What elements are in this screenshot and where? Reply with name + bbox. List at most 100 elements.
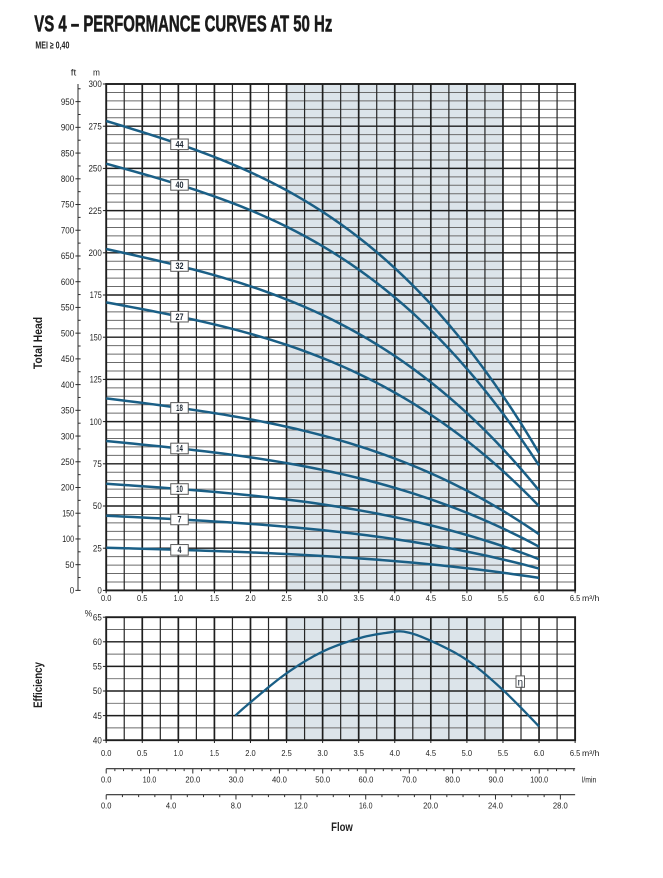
svg-text:3.0: 3.0 — [317, 748, 328, 758]
svg-text:200: 200 — [61, 483, 74, 493]
svg-text:6.5: 6.5 — [570, 748, 581, 758]
svg-text:0.5: 0.5 — [137, 748, 148, 758]
svg-text:275: 275 — [88, 121, 101, 131]
svg-text:12.0: 12.0 — [294, 801, 308, 811]
svg-text:550: 550 — [61, 303, 74, 313]
svg-text:3.0: 3.0 — [317, 593, 328, 603]
svg-text:7: 7 — [178, 515, 182, 525]
svg-text:80.0: 80.0 — [445, 774, 460, 784]
svg-text:65: 65 — [93, 612, 102, 622]
svg-text:10: 10 — [176, 484, 183, 494]
svg-text:50: 50 — [65, 560, 74, 570]
svg-text:6.0: 6.0 — [534, 748, 545, 758]
svg-text:2.5: 2.5 — [281, 593, 292, 603]
svg-text:%: % — [85, 609, 93, 619]
svg-text:75: 75 — [93, 459, 102, 469]
svg-text:2.0: 2.0 — [245, 748, 256, 758]
svg-text:4.0: 4.0 — [166, 801, 177, 811]
svg-text:2.0: 2.0 — [245, 593, 256, 603]
svg-text:350: 350 — [61, 406, 74, 416]
svg-text:0.0: 0.0 — [101, 748, 112, 758]
svg-text:Efficiency: Efficiency — [33, 662, 45, 708]
svg-text:4: 4 — [178, 545, 182, 555]
svg-text:l/min: l/min — [582, 774, 597, 784]
svg-text:27: 27 — [175, 312, 183, 322]
svg-text:0: 0 — [70, 586, 74, 596]
svg-text:5.0: 5.0 — [462, 748, 473, 758]
svg-text:700: 700 — [61, 225, 74, 235]
svg-text:600: 600 — [61, 277, 74, 287]
svg-text:0.0: 0.0 — [101, 593, 112, 603]
svg-text:4.5: 4.5 — [426, 748, 437, 758]
svg-text:1.0: 1.0 — [174, 593, 183, 603]
svg-text:40: 40 — [93, 735, 102, 745]
svg-text:150: 150 — [90, 332, 102, 342]
svg-text:225: 225 — [88, 206, 101, 216]
svg-text:0.0: 0.0 — [101, 801, 112, 811]
svg-text:45: 45 — [93, 711, 102, 721]
svg-text:25: 25 — [93, 543, 102, 553]
svg-text:24.0: 24.0 — [488, 801, 503, 811]
svg-text:400: 400 — [61, 380, 74, 390]
svg-text:0: 0 — [97, 586, 101, 596]
svg-text:20.0: 20.0 — [185, 774, 200, 784]
svg-text:44: 44 — [175, 140, 183, 150]
svg-text:MEI ≥ 0,40: MEI ≥ 0,40 — [35, 41, 69, 52]
svg-text:90.0: 90.0 — [488, 774, 503, 784]
svg-text:175: 175 — [90, 290, 102, 300]
svg-text:60: 60 — [93, 637, 102, 647]
svg-text:0.0: 0.0 — [101, 774, 112, 784]
svg-text:50.0: 50.0 — [315, 774, 330, 784]
svg-text:14: 14 — [176, 444, 183, 454]
svg-text:16.0: 16.0 — [359, 801, 373, 811]
svg-text:500: 500 — [61, 328, 74, 338]
svg-text:750: 750 — [61, 200, 74, 210]
svg-text:η: η — [518, 676, 524, 688]
svg-text:6.5: 6.5 — [570, 593, 581, 603]
svg-text:250: 250 — [88, 164, 101, 174]
svg-text:60.0: 60.0 — [359, 774, 374, 784]
svg-text:4.5: 4.5 — [426, 593, 437, 603]
svg-text:30.0: 30.0 — [229, 774, 244, 784]
svg-text:Flow: Flow — [331, 820, 353, 834]
svg-text:m: m — [93, 68, 100, 78]
svg-text:800: 800 — [61, 174, 74, 184]
svg-text:VS 4 – PERFORMANCE CURVES AT 5: VS 4 – PERFORMANCE CURVES AT 50 Hz — [34, 11, 332, 37]
svg-text:450: 450 — [61, 354, 74, 364]
svg-text:3.5: 3.5 — [353, 593, 364, 603]
svg-text:50: 50 — [93, 686, 102, 696]
svg-text:100: 100 — [90, 417, 102, 427]
svg-text:300: 300 — [88, 79, 101, 89]
svg-text:4.0: 4.0 — [390, 748, 401, 758]
svg-text:5.5: 5.5 — [498, 593, 509, 603]
svg-text:650: 650 — [61, 251, 74, 261]
svg-text:900: 900 — [61, 123, 74, 133]
svg-text:0.5: 0.5 — [137, 593, 148, 603]
svg-text:50: 50 — [93, 501, 102, 511]
svg-text:55: 55 — [93, 662, 102, 672]
svg-text:ft: ft — [71, 68, 77, 78]
svg-text:250: 250 — [61, 457, 74, 467]
svg-text:70.0: 70.0 — [402, 774, 417, 784]
svg-text:850: 850 — [61, 148, 74, 158]
svg-text:150: 150 — [62, 508, 74, 518]
svg-text:3.5: 3.5 — [353, 748, 364, 758]
svg-text:40.0: 40.0 — [272, 774, 287, 784]
svg-text:100.0: 100.0 — [530, 774, 548, 784]
svg-text:5.0: 5.0 — [462, 593, 473, 603]
svg-text:1.0: 1.0 — [174, 748, 183, 758]
svg-text:300: 300 — [61, 431, 74, 441]
svg-text:10.0: 10.0 — [143, 774, 157, 784]
svg-text:m³/h: m³/h — [582, 748, 600, 758]
svg-text:4.0: 4.0 — [390, 593, 401, 603]
svg-text:32: 32 — [175, 261, 183, 271]
svg-text:100: 100 — [62, 534, 74, 544]
svg-text:40: 40 — [175, 180, 183, 190]
svg-text:950: 950 — [61, 97, 74, 107]
svg-text:1.5: 1.5 — [210, 593, 219, 603]
svg-text:2.5: 2.5 — [281, 748, 292, 758]
svg-text:8.0: 8.0 — [231, 801, 242, 811]
svg-text:28.0: 28.0 — [553, 801, 568, 811]
svg-text:125: 125 — [90, 375, 102, 385]
svg-text:6.0: 6.0 — [534, 593, 545, 603]
